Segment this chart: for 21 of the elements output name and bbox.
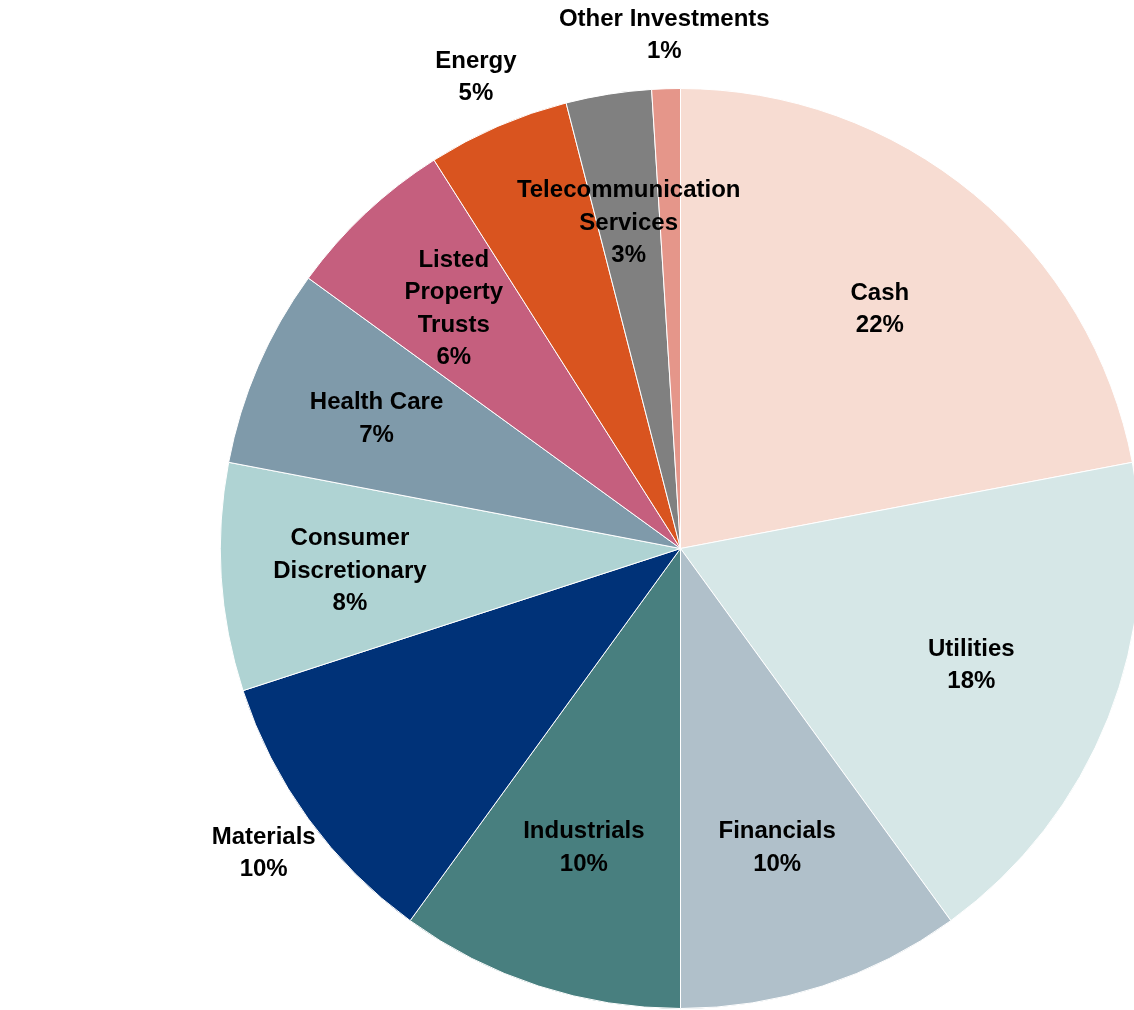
slice-label: Consumer Discretionary (273, 523, 428, 583)
data-label: 1% (646, 36, 682, 64)
data-label: 6% (436, 342, 472, 370)
slice-label: Listed Property Trusts (404, 244, 504, 337)
data-label: 8% (332, 588, 368, 616)
data-label: 7% (359, 419, 394, 447)
slice-label: Industrials (523, 816, 645, 844)
slice-label: Utilities (927, 633, 1015, 661)
slice-label: Energy (435, 45, 518, 73)
data-label: 10% (559, 848, 608, 876)
data-label: 18% (947, 666, 996, 694)
slice-label: Financials (718, 816, 836, 844)
data-label: 10% (753, 848, 802, 876)
data-label: 3% (611, 240, 647, 268)
slice-label: Cash (850, 277, 910, 305)
slice-label: Health Care (309, 387, 444, 415)
slice-label: Other Investments (558, 3, 770, 31)
data-label: 22% (855, 310, 904, 338)
data-label: 10% (239, 854, 288, 882)
data-label: 5% (458, 78, 494, 106)
slice-label: Materials (211, 821, 316, 849)
